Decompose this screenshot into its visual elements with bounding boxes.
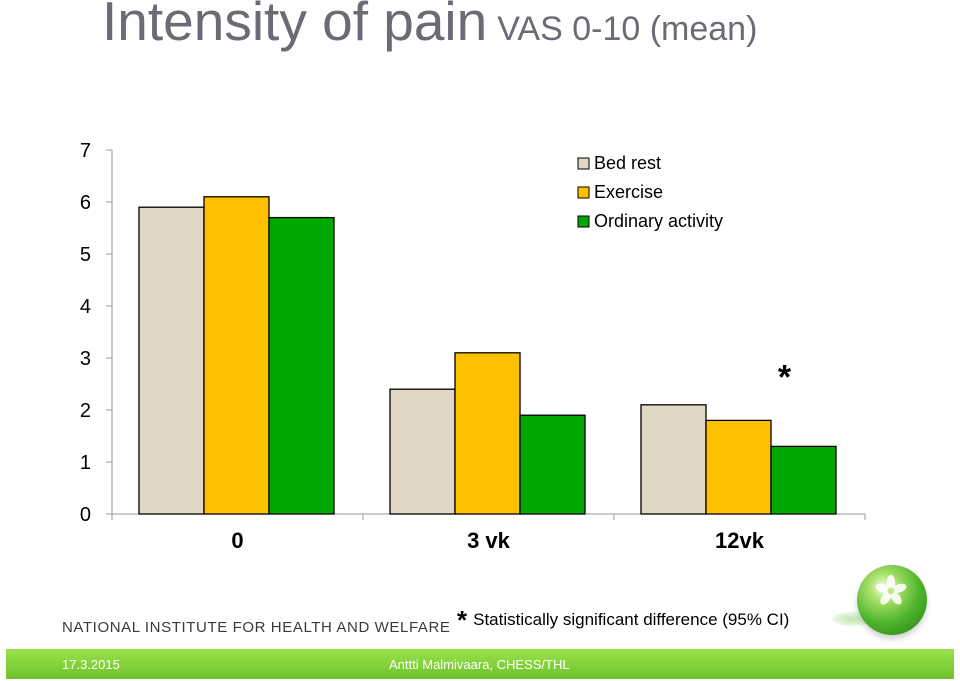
bar-bed-rest-3-vk <box>389 388 456 515</box>
footer-bar: 17.3.2015 Anttti Malmivaara, CHESS/THL <box>6 649 954 679</box>
bar-exercise-3-vk <box>454 352 521 515</box>
legend-label-ordinary-activity: Ordinary activity <box>594 211 723 231</box>
y-tick-label-0: 0 <box>80 504 91 526</box>
x-label-12vk: 12vk <box>715 528 765 553</box>
footer-date: 17.3.2015 <box>62 657 120 672</box>
footnote-text: Statistically significant difference (95… <box>473 610 790 629</box>
bar-chart: 0 1 2 3 4 5 6 7 0 3 vk 12vk Bed rest Exercise Ordin… <box>80 140 866 553</box>
legend-label-bed-rest: Bed rest <box>594 153 661 173</box>
bar-ordinary-activity-3-vk <box>519 414 586 515</box>
flower-icon <box>875 574 907 605</box>
legend-label-exercise: Exercise <box>594 182 663 202</box>
title-subtitle: VAS 0-10 (mean) <box>497 10 758 48</box>
y-tick-label-7: 7 <box>80 140 91 162</box>
institute-name: NATIONAL INSTITUTE FOR HEALTH AND WELFAR… <box>62 619 451 636</box>
legend-swatch-bed-rest <box>577 157 590 170</box>
annotations: * <box>778 358 792 396</box>
bar-exercise-12vk <box>705 419 772 515</box>
significance-asterisk: * <box>778 358 792 396</box>
bar-bed-rest-12vk <box>640 404 707 515</box>
slide-title: Intensity of pain VAS 0-10 (mean) <box>102 0 757 49</box>
y-tick-label-4: 4 <box>80 296 91 318</box>
footnote: * Statistically significant difference (9… <box>457 605 789 636</box>
x-label-0: 0 <box>231 528 243 553</box>
bar-ordinary-activity-0 <box>268 216 335 515</box>
footnote-star: * <box>457 605 468 635</box>
bars <box>138 196 837 515</box>
y-tick-label-6: 6 <box>80 192 91 214</box>
bar-bed-rest-0 <box>138 206 205 515</box>
footer-author: Anttti Malmivaara, CHESS/THL <box>389 657 570 672</box>
y-tick-label-2: 2 <box>80 400 91 422</box>
legend: Bed rest Exercise Ordinary activity <box>577 153 723 231</box>
y-tick-label-3: 3 <box>80 348 91 370</box>
y-tick-label-5: 5 <box>80 244 91 266</box>
legend-swatch-ordinary-activity <box>577 215 590 228</box>
legend-swatch-exercise <box>577 186 590 199</box>
x-label-3-vk: 3 vk <box>467 528 511 553</box>
category-labels: 0 3 vk 12vk <box>231 528 764 553</box>
y-tick-label-1: 1 <box>80 452 91 474</box>
bar-exercise-0 <box>203 196 270 515</box>
bar-ordinary-activity-12vk <box>770 445 837 515</box>
title-main: Intensity of pain <box>102 0 488 52</box>
thl-logo-icon <box>857 565 927 635</box>
